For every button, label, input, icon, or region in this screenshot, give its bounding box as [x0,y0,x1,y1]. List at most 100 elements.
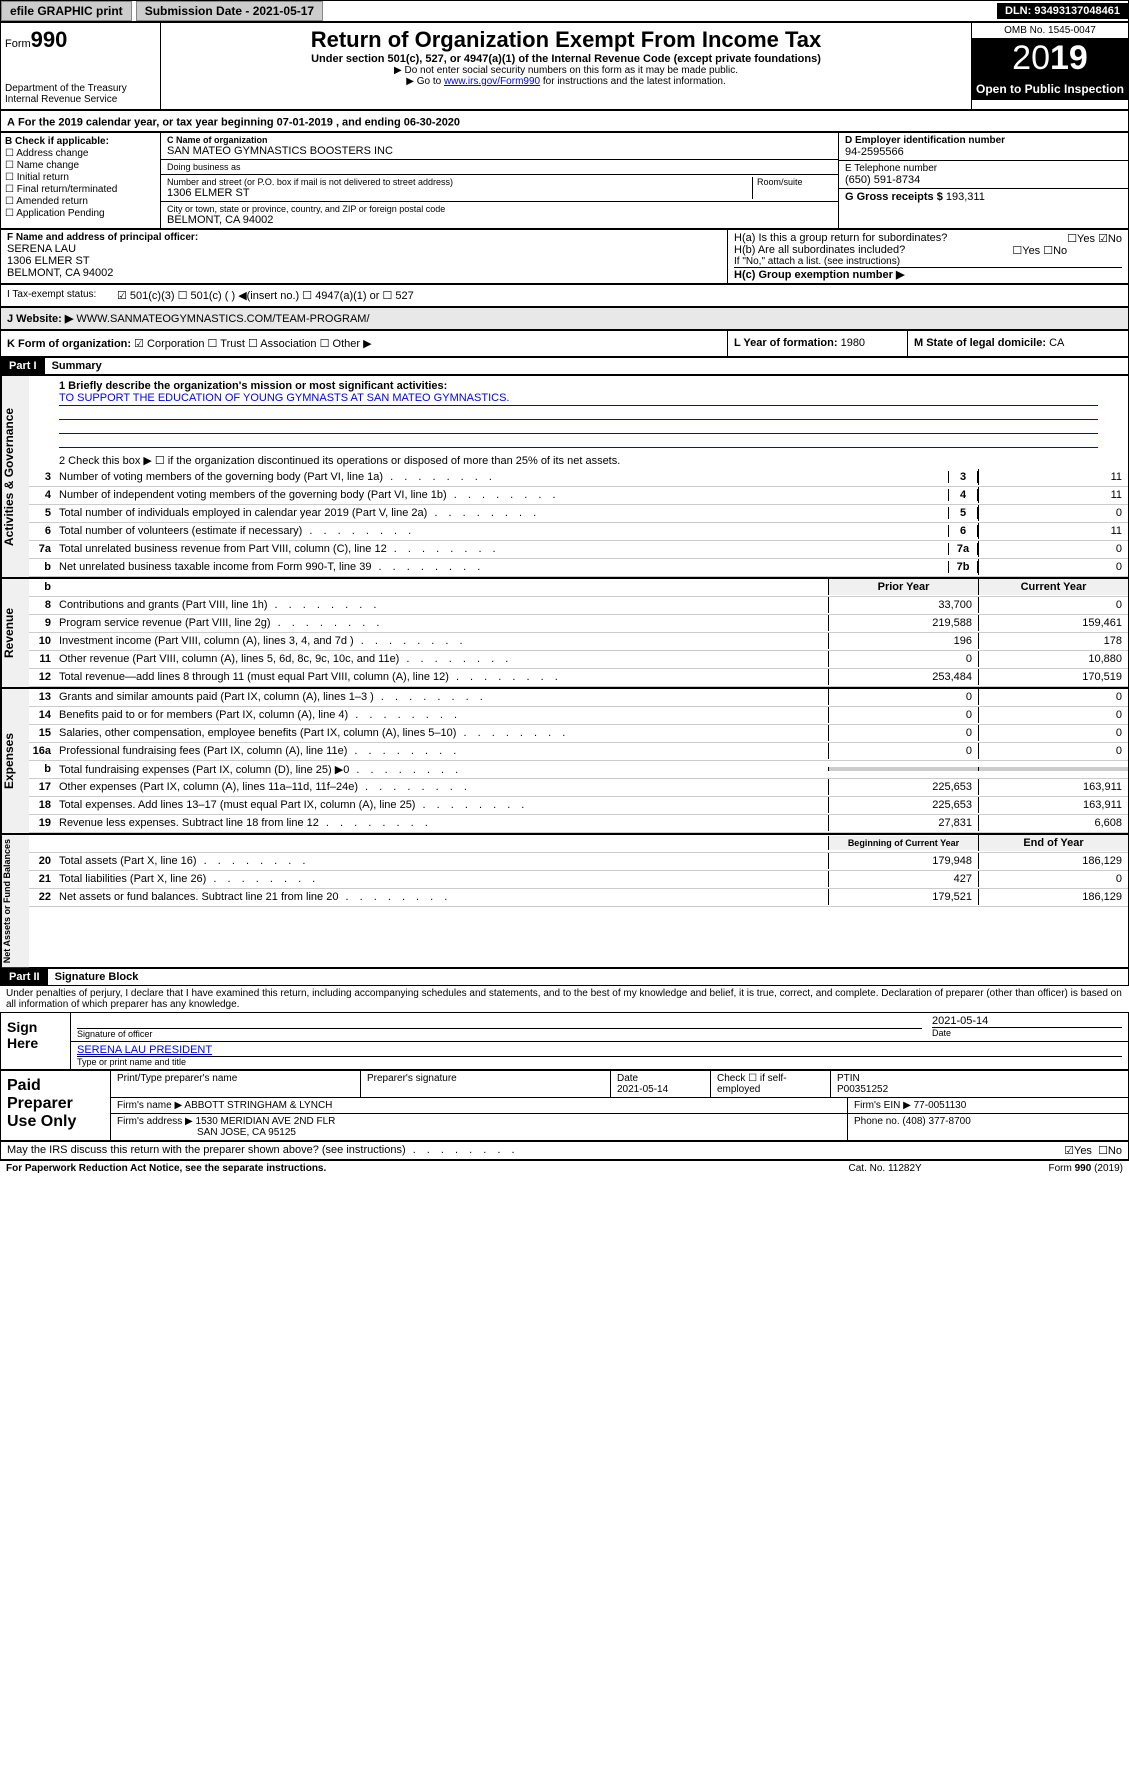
ptin-cell: PTINP00351252 [831,1071,1128,1097]
current-val: 0 [978,689,1128,705]
chk-amended[interactable]: ☐ Amended return [5,196,156,207]
line-num: 8 [29,599,55,611]
line-num: 20 [29,855,55,867]
ein: 94-2595566 [845,146,1122,158]
end-hdr: End of Year [978,835,1128,851]
website-url[interactable]: WWW.SANMATEOGYMNASTICS.COM/TEAM-PROGRAM/ [76,313,369,325]
line-num: 6 [29,525,55,537]
line-text: Benefits paid to or for members (Part IX… [55,707,828,723]
prep-self-hdr: Check ☐ if self-employed [711,1071,831,1097]
dln: DLN: 93493137048461 [997,3,1128,19]
l-label: L Year of formation: [734,337,838,349]
line-num: 3 [29,471,55,483]
prior-val: 33,700 [828,597,978,613]
line-num: 15 [29,727,55,739]
mission-blank1 [59,406,1098,420]
line-box: 4 [948,489,978,501]
current-val: 0 [978,725,1128,741]
current-val: 159,461 [978,615,1128,631]
current-val: 10,880 [978,651,1128,667]
line-val: 0 [978,559,1128,575]
gross-label: G Gross receipts $ [845,191,943,203]
current-hdr: Current Year [978,579,1128,595]
discuss-yes[interactable]: ☑Yes [1064,1144,1092,1157]
current-val: 0 [978,743,1128,759]
current-val: 0 [978,597,1128,613]
side-exp: Expenses [1,689,29,833]
discuss-txt: May the IRS discuss this return with the… [7,1144,1064,1157]
hb-row: H(b) Are all subordinates included? ☐Yes… [734,244,1122,256]
sig-officer-label: Signature of officer [77,1029,922,1039]
line-num: 7a [29,543,55,555]
gross: 193,311 [946,191,985,203]
current-val: 6,608 [978,815,1128,831]
signer-name-label: Type or print name and title [77,1057,1122,1067]
sig-date: 2021-05-14 [932,1015,1122,1028]
line-text: Total expenses. Add lines 13–17 (must eq… [55,797,828,813]
hc-row: H(c) Group exemption number ▶ [734,267,1122,281]
prior-val: 427 [828,871,978,887]
line-num: 18 [29,799,55,811]
j-label: J Website: ▶ [7,313,73,325]
beg-hdr: Beginning of Current Year [828,836,978,850]
current-val: 186,129 [978,889,1128,905]
hdr-b: b [29,581,55,593]
footer-mid: Cat. No. 11282Y [849,1163,1049,1174]
line-text: Professional fundraising fees (Part IX, … [55,743,828,759]
submission-btn[interactable]: Submission Date - 2021-05-17 [136,1,323,21]
dept: Department of the Treasury Internal Reve… [5,83,156,105]
line-text: Total number of individuals employed in … [55,505,948,521]
firm-addr-cell: Firm's address ▶ 1530 MERIDIAN AVE 2ND F… [111,1114,848,1140]
chk-pending[interactable]: ☐ Application Pending [5,208,156,219]
current-val [978,767,1128,771]
firm-phone-cell: Phone no. (408) 377-8700 [848,1114,1128,1140]
room-label: Room/suite [752,177,832,199]
current-val: 163,911 [978,797,1128,813]
side-gov: Activities & Governance [1,376,29,577]
declaration: Under penalties of perjury, I declare th… [0,986,1129,1012]
firm-cell: Firm's name ▶ ABBOTT STRINGHAM & LYNCH [111,1098,848,1113]
line-text: Total assets (Part X, line 16) [55,853,828,869]
f-label: F Name and address of principal officer: [7,232,721,243]
line-box: 5 [948,507,978,519]
chk-address[interactable]: ☐ Address change [5,148,156,159]
sub1: Under section 501(c), 527, or 4947(a)(1)… [165,53,967,65]
current-val: 0 [978,871,1128,887]
line-num: 21 [29,873,55,885]
prep-name-hdr: Print/Type preparer's name [111,1071,361,1097]
footer-right: Form 990 (2019) [1049,1163,1123,1174]
form-title: Return of Organization Exempt From Incom… [165,27,967,53]
line-text: Investment income (Part VIII, column (A)… [55,633,828,649]
officer-name: SERENA LAU [7,243,721,255]
irs-link[interactable]: www.irs.gov/Form990 [444,76,540,87]
line-text: Total fundraising expenses (Part IX, col… [55,761,828,778]
part1-title: Summary [52,360,102,372]
line-text: Number of voting members of the governin… [55,469,948,485]
line-num: 22 [29,891,55,903]
chk-initial[interactable]: ☐ Initial return [5,172,156,183]
omb: OMB No. 1545-0047 [972,23,1128,39]
discuss-no[interactable]: ☐No [1098,1144,1122,1157]
current-val: 178 [978,633,1128,649]
open-public: Open to Public Inspection [972,78,1128,100]
prior-val: 179,948 [828,853,978,869]
line-box: 7b [948,561,978,573]
form-label: Form990 [5,27,156,53]
chk-name[interactable]: ☐ Name change [5,160,156,171]
line-num: 19 [29,817,55,829]
footer-left: For Paperwork Reduction Act Notice, see … [6,1163,849,1174]
officer-addr1: 1306 ELMER ST [7,255,721,267]
status-opts[interactable]: ☑ 501(c)(3) ☐ 501(c) ( ) ◀(insert no.) ☐… [117,289,414,302]
org-addr: 1306 ELMER ST [167,187,752,199]
c-name-label: C Name of organization [167,135,832,145]
i-label: I Tax-exempt status: [7,289,117,302]
k-opts[interactable]: ☑ Corporation ☐ Trust ☐ Association ☐ Ot… [134,338,371,350]
period-row: A For the 2019 calendar year, or tax yea… [0,110,1129,132]
prior-val: 253,484 [828,669,978,685]
line2: 2 Check this box ▶ ☐ if the organization… [29,452,1128,469]
m-label: M State of legal domicile: [914,337,1046,349]
efile-btn[interactable]: efile GRAPHIC print [1,1,132,21]
chk-final[interactable]: ☐ Final return/terminated [5,184,156,195]
line-val: 0 [978,505,1128,521]
year-formation: 1980 [841,337,865,349]
